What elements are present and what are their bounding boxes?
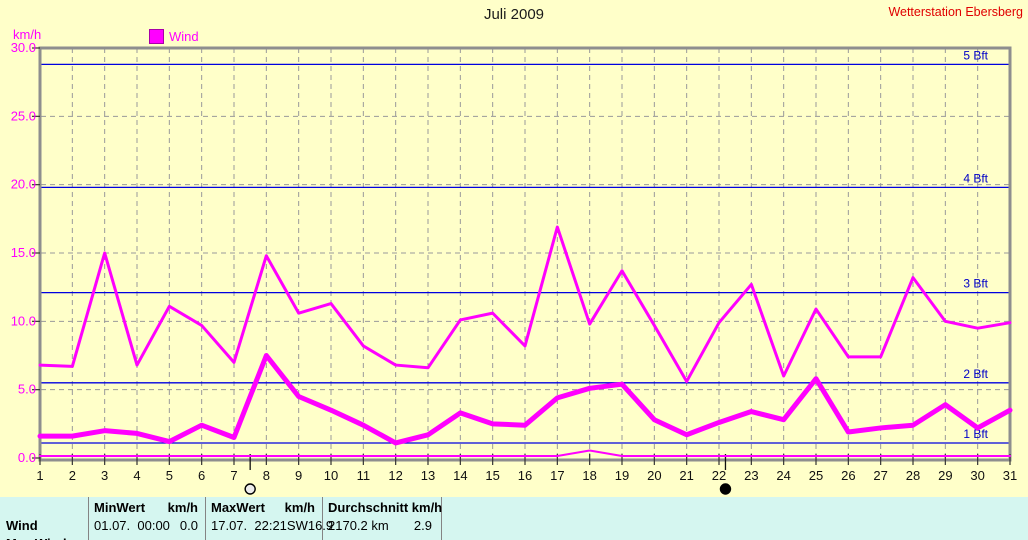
x-tick-label: 31	[1003, 468, 1017, 483]
x-tick-label: 23	[744, 468, 758, 483]
x-tick-label: 29	[938, 468, 952, 483]
maxwind-row-label: Max.Wind	[6, 536, 84, 540]
y-tick-label: 25.0	[11, 108, 36, 123]
durchschnitt-header: Durchschnitt km/h	[328, 500, 443, 515]
x-tick-label: 10	[324, 468, 338, 483]
x-tick-label: 7	[230, 468, 237, 483]
wind-min-cell: 01.07. 00:00 0.0	[94, 518, 198, 533]
beaufort-label: 4 Bft	[963, 171, 988, 185]
beaufort-label: 2 Bft	[963, 367, 988, 381]
table-separator	[205, 497, 206, 540]
new-moon-icon	[719, 483, 732, 495]
y-tick-label: 10.0	[11, 313, 36, 328]
stats-table: MinWert km/h MaxWert km/h Durchschnitt k…	[0, 497, 1028, 540]
table-separator	[88, 497, 89, 540]
x-tick-label: 30	[970, 468, 984, 483]
x-tick-label: 9	[295, 468, 302, 483]
y-tick-label: 0.0	[18, 450, 36, 465]
x-tick-label: 1	[36, 468, 43, 483]
x-tick-label: 18	[582, 468, 596, 483]
x-tick-label: 14	[453, 468, 467, 483]
x-tick-label: 19	[615, 468, 629, 483]
minwert-header: MinWert km/h	[94, 500, 198, 515]
table-separator	[322, 497, 323, 540]
x-tick-label: 13	[421, 468, 435, 483]
x-tick-label: 12	[388, 468, 402, 483]
maxwert-header: MaxWert km/h	[211, 500, 315, 515]
full-moon-icon	[244, 483, 256, 495]
series-wind-max-kmh	[38, 225, 1012, 383]
y-tick-label: 20.0	[11, 177, 36, 192]
x-tick-label: 15	[485, 468, 499, 483]
x-tick-label: 20	[647, 468, 661, 483]
y-tick-label: 30.0	[11, 40, 36, 55]
beaufort-label: 3 Bft	[963, 277, 988, 291]
x-tick-label: 6	[198, 468, 205, 483]
x-tick-label: 11	[357, 468, 371, 483]
station-name: Wetterstation Ebersberg	[888, 5, 1023, 19]
x-tick-label: 26	[841, 468, 855, 483]
series-wind-avg-kmh	[37, 353, 1013, 446]
chart-title: Juli 2009	[483, 6, 545, 23]
legend: Wind	[149, 29, 199, 44]
plot-frame	[38, 46, 1012, 462]
table-separator	[441, 497, 442, 540]
wind-row-label: Wind	[6, 518, 38, 533]
x-tick-label: 3	[101, 468, 108, 483]
x-tick-label: 28	[906, 468, 920, 483]
x-tick-label: 24	[776, 468, 790, 483]
x-tick-label: 25	[809, 468, 823, 483]
y-tick-label: 15.0	[11, 245, 36, 260]
wind-avg-cell: 2170.2 km 2.9	[328, 518, 432, 533]
beaufort-label: 1 Bft	[963, 427, 988, 441]
x-tick-label: 17	[550, 468, 564, 483]
wind-series-swatch-icon	[149, 29, 164, 44]
y-tick-label: 5.0	[18, 382, 36, 397]
x-tick-label: 27	[873, 468, 887, 483]
x-tick-label: 16	[518, 468, 532, 483]
y-axis-unit-label: km/h	[13, 27, 42, 42]
x-tick-label: 5	[166, 468, 173, 483]
x-tick-label: 8	[263, 468, 270, 483]
x-tick-label: 21	[679, 468, 693, 483]
wind-max-cell: 17.07. 22:21SW 16.9	[211, 518, 334, 533]
x-tick-label: 22	[712, 468, 726, 483]
x-tick-label: 2	[69, 468, 76, 483]
series-wind-min-kmh	[39, 449, 1011, 457]
beaufort-label: 5 Bft	[963, 48, 988, 62]
legend-label: Wind	[169, 29, 199, 44]
x-tick-label: 4	[133, 468, 140, 483]
